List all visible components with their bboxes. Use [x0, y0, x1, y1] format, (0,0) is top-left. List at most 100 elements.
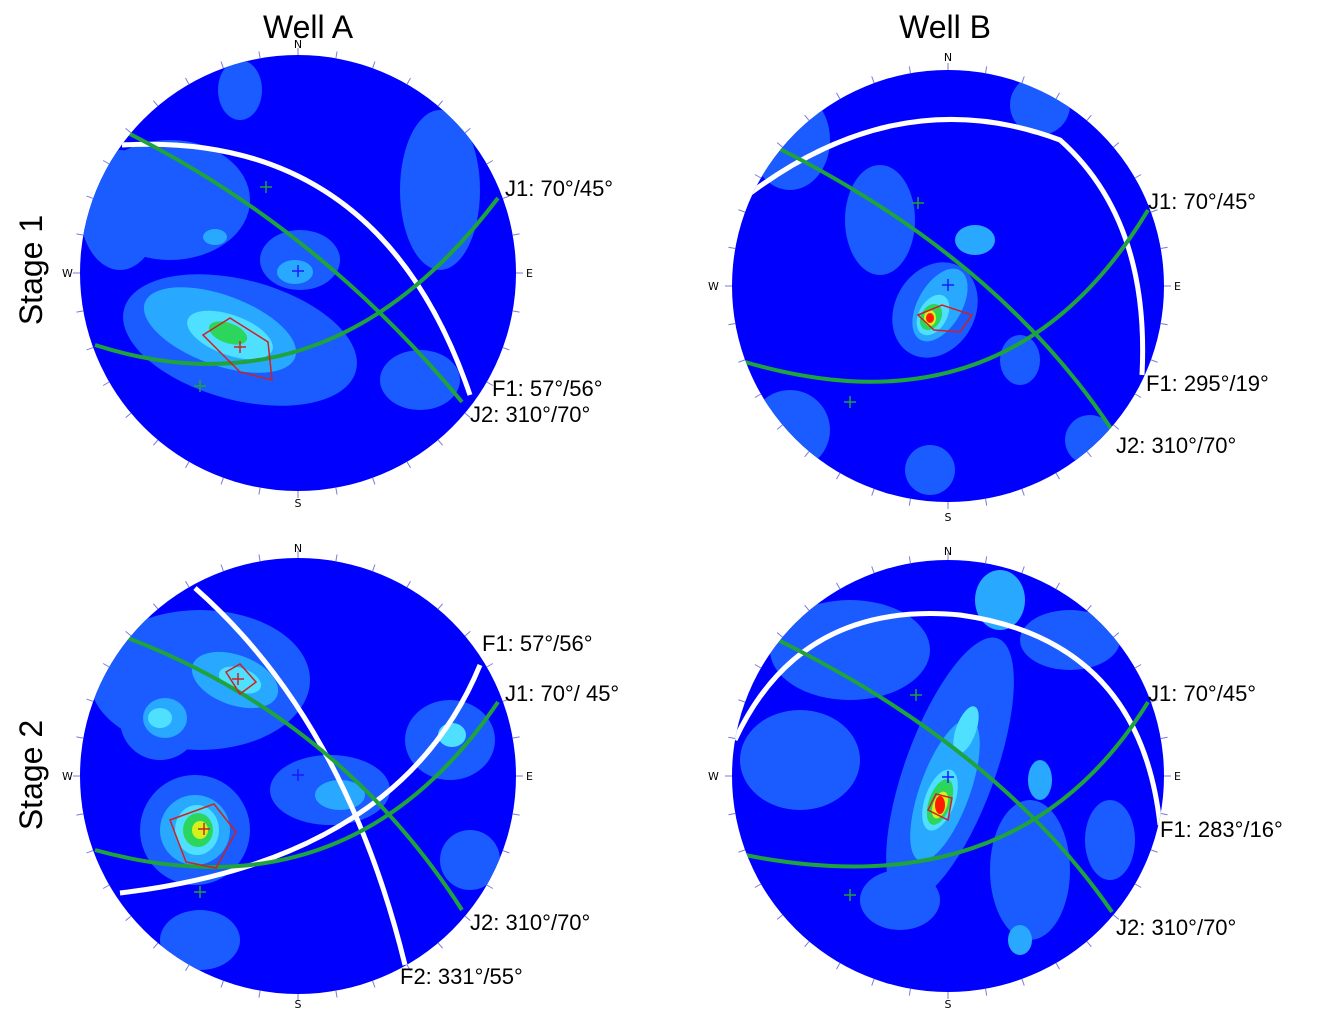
tick-mark: [1134, 883, 1142, 888]
tick-mark: [871, 76, 875, 84]
tick-mark: [125, 915, 132, 922]
label-j2: J2: 310°/70°: [1116, 915, 1236, 940]
compass-east: E: [526, 267, 533, 280]
tick-mark: [804, 941, 810, 948]
tick-mark: [985, 556, 988, 564]
joint-plane-j2: [127, 131, 464, 404]
pole-markers: [844, 689, 922, 901]
tick-marks: [73, 551, 523, 1001]
tick-mark: [76, 233, 84, 236]
tick-mark: [258, 554, 261, 562]
tick-mark: [486, 160, 494, 165]
pole-markers: [942, 771, 954, 783]
tick-mark: [512, 813, 520, 816]
tick-mark: [754, 174, 762, 179]
tick-mark: [220, 980, 224, 988]
tick-mark: [836, 92, 841, 100]
confidence-window: [916, 304, 974, 333]
tick-mark: [738, 699, 746, 703]
tick-mark: [86, 850, 94, 854]
tick-mark: [804, 451, 810, 458]
tick-mark: [125, 412, 132, 419]
tick-marks: [73, 48, 523, 498]
label-f1: F1: 57°/56°: [482, 631, 593, 656]
tick-mark: [738, 209, 746, 213]
tick-mark: [1021, 978, 1025, 986]
tick-mark: [1134, 393, 1142, 398]
tick-mark: [728, 736, 736, 739]
compass-west: W: [62, 267, 73, 280]
tick-mark: [512, 736, 520, 739]
tick-mark: [1134, 664, 1142, 669]
tick-mark: [1086, 604, 1092, 611]
tick-mark: [185, 964, 190, 972]
tick-mark: [125, 630, 132, 637]
tick-mark: [1113, 424, 1120, 430]
tick-mark: [1086, 451, 1092, 458]
confidence-window: [224, 663, 258, 696]
tick-mark: [1113, 142, 1120, 148]
tick-mark: [985, 498, 988, 506]
tick-mark: [738, 849, 746, 853]
tick-mark: [1055, 92, 1060, 100]
tick-mark: [220, 61, 224, 69]
tick-mark: [125, 127, 132, 134]
tick-mark: [836, 472, 841, 480]
compass-east: E: [526, 770, 533, 783]
joint-plane-j1: [94, 700, 500, 869]
tick-mark: [86, 698, 94, 702]
tick-mark: [908, 498, 911, 506]
tick-marks: [725, 553, 1171, 999]
joint-plane-j1: [94, 196, 500, 366]
row-title-stage-2: Stage 2: [13, 720, 49, 830]
compass-west: W: [62, 770, 73, 783]
row-title-stage-1: Stage 1: [13, 215, 49, 325]
tick-mark: [76, 813, 84, 816]
compass-north: N: [294, 542, 302, 555]
tick-mark: [258, 487, 261, 495]
tick-mark: [486, 884, 494, 889]
tick-mark: [908, 66, 911, 74]
tick-mark: [102, 160, 110, 165]
tick-mark: [220, 477, 224, 485]
tick-mark: [1150, 209, 1158, 213]
fault-plane-f1: [121, 141, 473, 396]
density-contours: [90, 610, 500, 970]
tick-mark: [836, 582, 841, 590]
tick-mark: [1160, 323, 1168, 326]
mean-pole-marker: [198, 673, 244, 835]
tick-mark: [776, 142, 783, 148]
tick-mark: [102, 884, 110, 889]
compass-south: S: [295, 497, 302, 510]
confidence-window: [926, 793, 953, 822]
tick-mark: [871, 978, 875, 986]
tick-mark: [102, 381, 110, 386]
tick-mark: [776, 632, 783, 638]
tick-mark: [258, 51, 261, 59]
compass-north: N: [944, 545, 952, 558]
tick-mark: [728, 323, 736, 326]
tick-mark: [836, 962, 841, 970]
tick-mark: [804, 604, 810, 611]
tick-mark: [502, 347, 510, 351]
tick-mark: [152, 100, 159, 107]
tick-mark: [372, 564, 376, 572]
pole-markers: [194, 181, 272, 392]
tick-mark: [1134, 174, 1142, 179]
density-contours: [80, 60, 480, 410]
tick-mark: [908, 556, 911, 564]
tick-mark: [185, 461, 190, 469]
compass-north: N: [944, 51, 952, 64]
tick-mark: [76, 736, 84, 739]
tick-mark: [372, 477, 376, 485]
pole-markers: [194, 886, 206, 898]
tick-mark: [220, 564, 224, 572]
compass-north: N: [294, 38, 302, 51]
joint-plane-j1: [744, 208, 1150, 384]
pole-markers: [292, 769, 304, 781]
tick-mark: [502, 195, 510, 199]
tick-mark: [738, 359, 746, 363]
tick-mark: [1055, 582, 1060, 590]
tick-mark: [406, 964, 411, 972]
label-f2: F2: 331°/55°: [400, 964, 523, 989]
